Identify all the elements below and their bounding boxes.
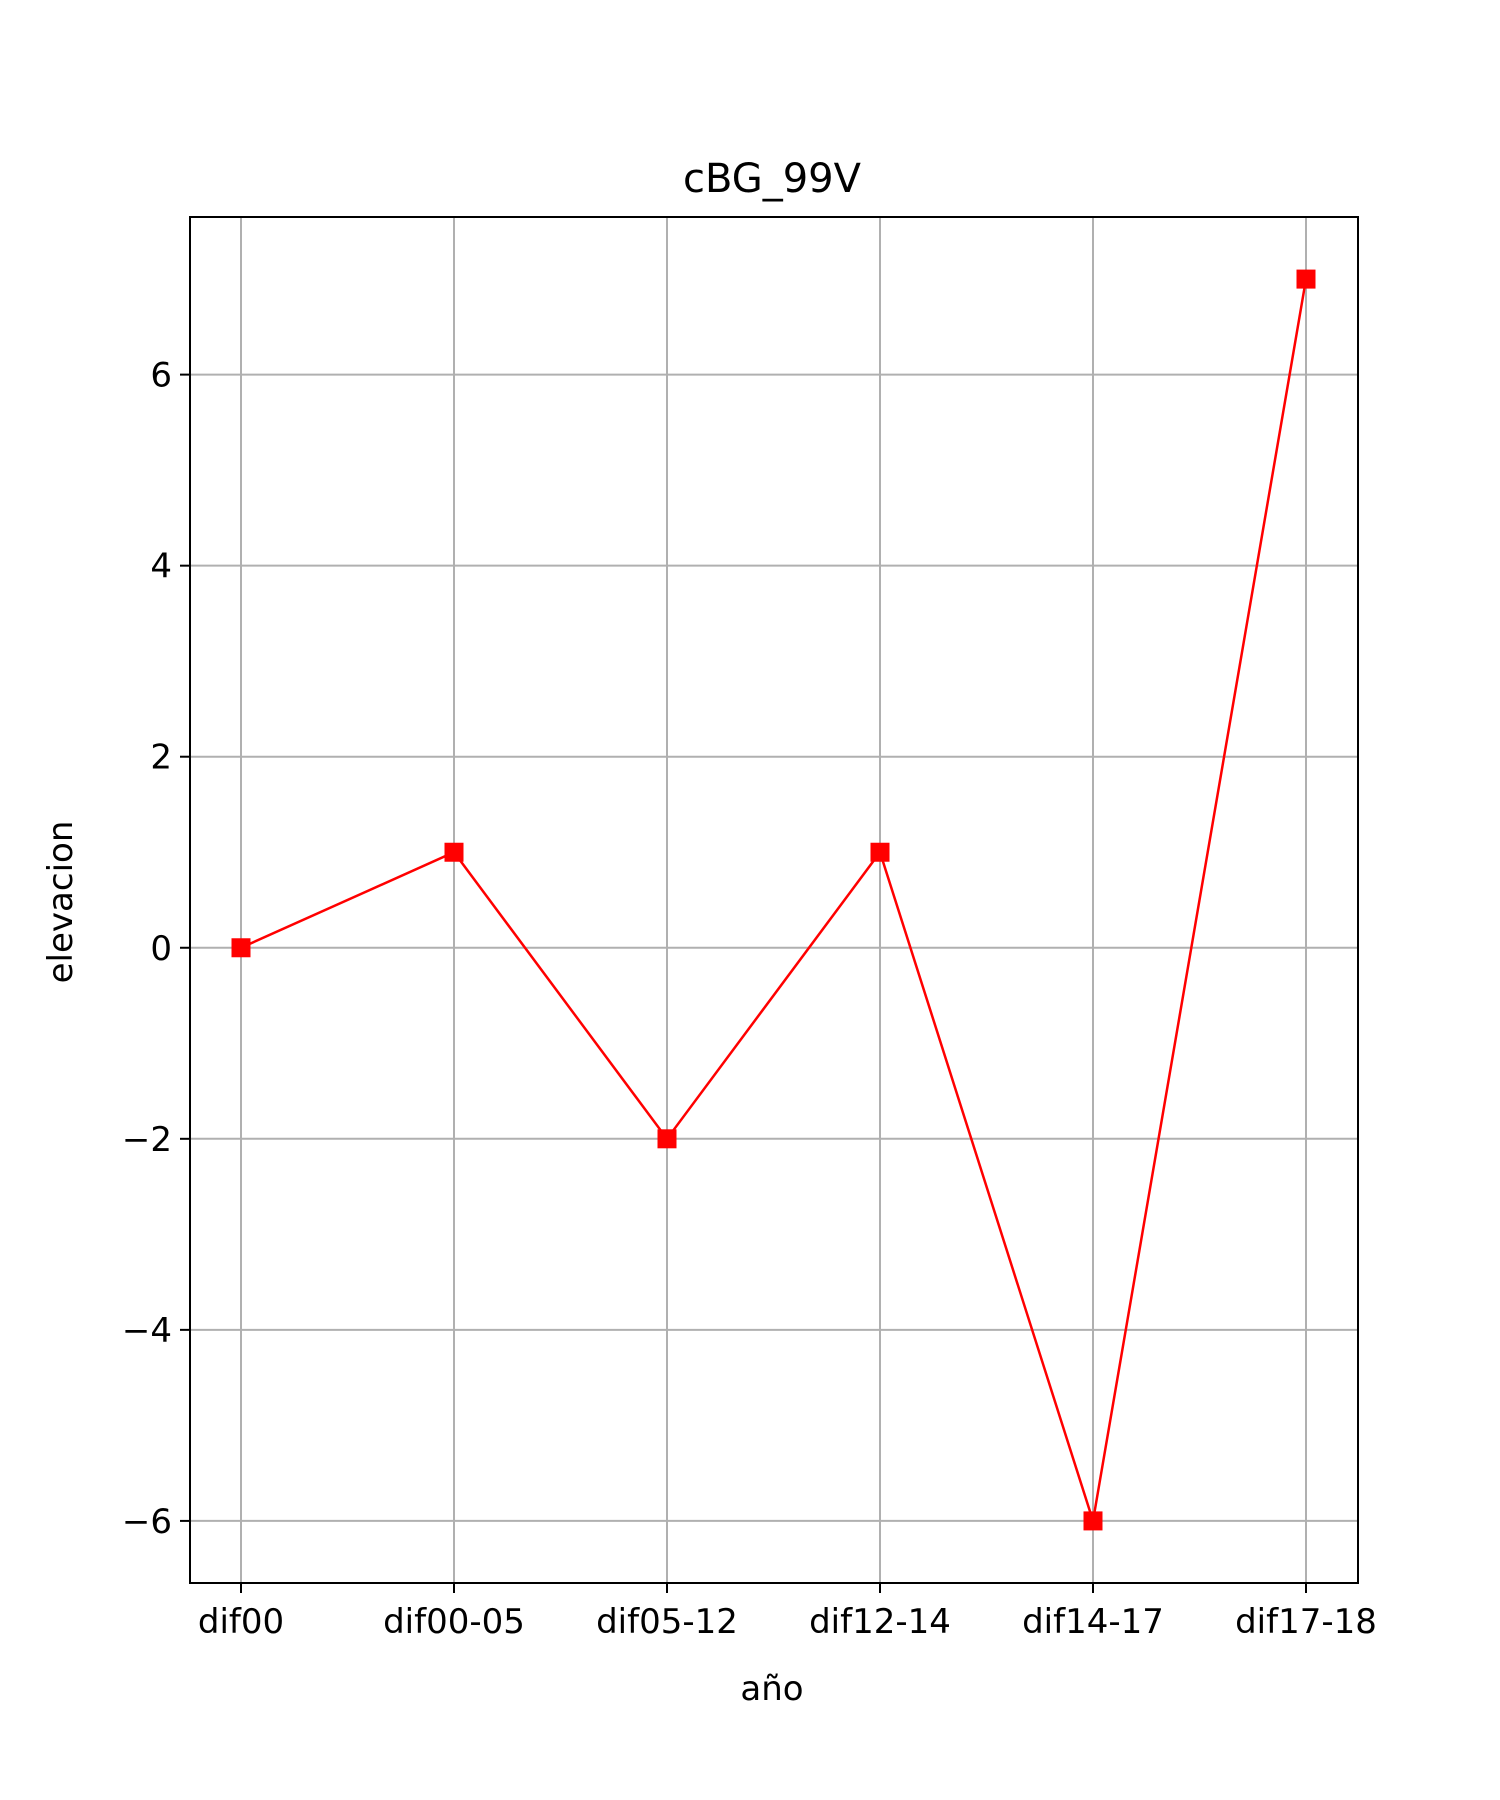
x-tick-label: dif17-18 (1235, 1602, 1377, 1642)
series-line (240, 278, 1308, 1522)
chart-title: cBG_99V (683, 156, 862, 202)
series-lines (240, 278, 1308, 1522)
y-tick-label: 6 (150, 356, 172, 396)
data-point-marker (1083, 1511, 1103, 1531)
x-tick-label: dif05-12 (596, 1602, 738, 1642)
y-tick-label: −4 (122, 1311, 172, 1351)
x-tick-label: dif12-14 (809, 1602, 951, 1642)
plot-area-frame (189, 216, 1359, 1584)
x-tick-label: dif14-17 (1022, 1602, 1164, 1642)
y-tick-label: −6 (122, 1502, 172, 1542)
y-axis-ticks: −6 −4 −2 0 2 4 6 (122, 356, 190, 1542)
y-tick-label: 4 (150, 547, 172, 587)
x-axis-ticks: dif00 dif00-05 dif05-12 dif12-14 dif14-17 dif… (198, 1583, 1377, 1642)
x-axis-label: año (740, 1669, 803, 1709)
y-tick-label: 2 (150, 738, 172, 778)
x-tick-label: dif00-05 (383, 1602, 525, 1642)
series-markers (231, 269, 1316, 1531)
data-point-marker (444, 842, 464, 862)
x-tick-label: dif00 (198, 1602, 284, 1642)
grid-lines (190, 217, 1358, 1583)
y-tick-label: −2 (122, 1120, 172, 1160)
data-point-marker (231, 938, 251, 958)
y-tick-label: 0 (150, 929, 172, 969)
y-axis-label: elevacion (41, 821, 81, 984)
data-point-marker (1296, 269, 1316, 289)
data-point-marker (657, 1129, 677, 1149)
data-point-marker (870, 842, 890, 862)
